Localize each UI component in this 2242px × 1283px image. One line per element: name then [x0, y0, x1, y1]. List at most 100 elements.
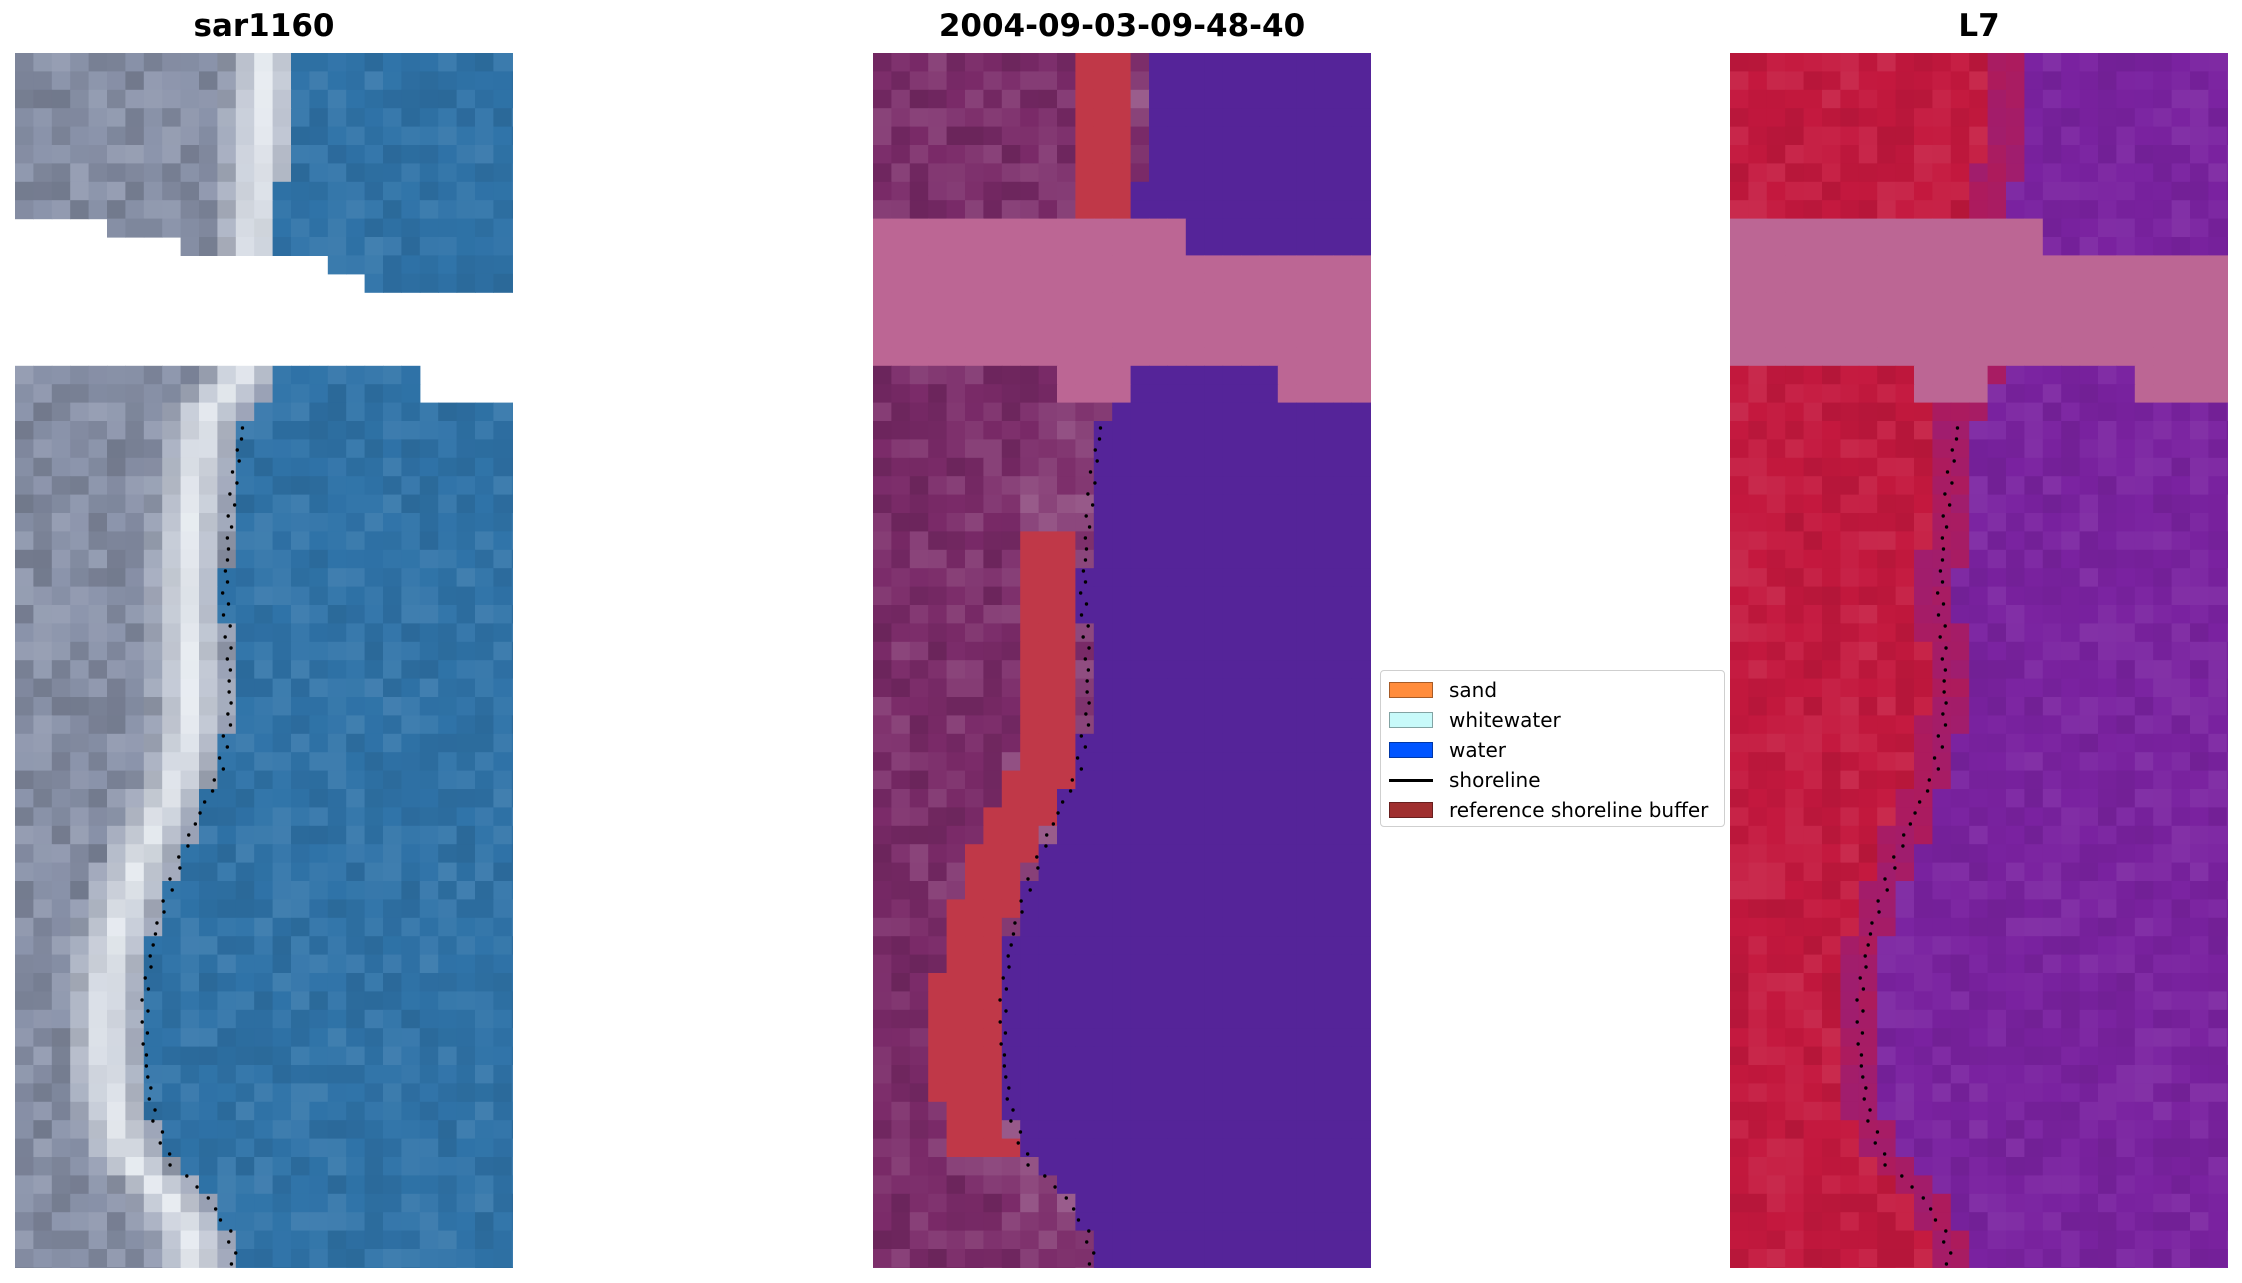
pixel-cell — [2006, 733, 2025, 753]
pixel-cell — [327, 365, 347, 385]
pixel-cell — [983, 1138, 1003, 1158]
shoreline-dot — [229, 1262, 234, 1266]
pixel-cell — [383, 181, 402, 201]
shoreline-dot — [1084, 602, 1089, 606]
pixel-cell — [2024, 770, 2044, 790]
pixel-cell — [1950, 384, 1970, 404]
pixel-cell — [2042, 273, 2062, 293]
pixel-cell — [1038, 513, 1058, 532]
pixel-cell — [2171, 605, 2191, 624]
pixel-cell — [383, 531, 402, 551]
shoreline-dot — [1009, 943, 1013, 947]
pixel-cell — [965, 1028, 984, 1048]
pixel-cell — [107, 641, 126, 661]
pixel-cell — [2042, 770, 2062, 790]
pixel-cell — [511, 715, 513, 735]
pixel-cell — [2134, 660, 2154, 680]
pixel-cell — [15, 1249, 34, 1268]
pixel-cell — [1020, 255, 1040, 275]
pixel-cell — [873, 181, 892, 201]
pixel-cell — [33, 181, 53, 201]
pixel-cell — [272, 862, 292, 882]
pixel-cell — [235, 71, 255, 91]
pixel-cell — [254, 862, 274, 882]
pixel-cell — [309, 881, 329, 900]
pixel-cell — [1969, 365, 1989, 385]
pixel-cell — [364, 1267, 384, 1268]
pixel-cell — [1748, 200, 1768, 220]
pixel-cell — [1204, 991, 1224, 1011]
pixel-cell — [272, 108, 292, 128]
pixel-cell — [2153, 329, 2173, 348]
pixel-cell — [1858, 457, 1878, 477]
pixel-cell — [1112, 1009, 1132, 1029]
pixel-cell — [475, 1138, 494, 1158]
pixel-cell — [1057, 770, 1076, 790]
pixel-cell — [928, 1193, 948, 1213]
pixel-cell — [2226, 549, 2228, 569]
pixel-cell — [2098, 200, 2117, 220]
pixel-cell — [2024, 715, 2044, 735]
pixel-cell — [1333, 549, 1352, 569]
pixel-cell — [946, 89, 966, 109]
pixel-cell — [2190, 365, 2209, 385]
pixel-cell — [1333, 237, 1352, 256]
pixel-cell — [364, 439, 384, 459]
pixel-cell — [511, 881, 513, 900]
pixel-cell — [419, 1120, 439, 1140]
pixel-cell — [965, 973, 984, 992]
pixel-cell — [909, 770, 929, 790]
pixel-cell — [873, 457, 892, 477]
pixel-cell — [1057, 1046, 1076, 1066]
pixel-cell — [928, 660, 948, 680]
pixel-cell — [217, 494, 237, 514]
pixel-cell — [1296, 384, 1316, 404]
pixel-cell — [1333, 476, 1352, 496]
pixel-cell — [946, 1157, 966, 1176]
pixel-cell — [2116, 457, 2136, 477]
pixel-cell — [983, 954, 1003, 974]
pixel-cell — [2006, 568, 2025, 588]
pixel-cell — [1241, 1267, 1260, 1268]
pixel-cell — [70, 457, 90, 477]
pixel-cell — [1822, 678, 1841, 698]
pixel-cell — [1001, 457, 1021, 477]
pixel-cell — [327, 108, 347, 128]
pixel-cell — [1057, 1138, 1076, 1158]
pixel-cell — [125, 899, 145, 919]
pixel-cell — [928, 789, 948, 808]
pixel-cell — [1351, 273, 1371, 293]
pixel-cell — [180, 881, 200, 900]
pixel-cell — [1822, 697, 1841, 716]
pixel-cell — [946, 1046, 966, 1066]
pixel-cell — [983, 1212, 1003, 1232]
pixel-cell — [511, 457, 513, 477]
pixel-cell — [125, 568, 145, 588]
pixel-cell — [143, 715, 163, 735]
pixel-cell — [928, 752, 948, 772]
pixel-cell — [1167, 421, 1187, 440]
shoreline-dot — [218, 1218, 223, 1222]
pixel-cell — [217, 1138, 237, 1158]
pixel-cell — [1277, 1267, 1297, 1268]
shoreline-dot — [226, 547, 231, 551]
pixel-cell — [1914, 292, 1933, 312]
pixel-cell — [1259, 697, 1279, 716]
pixel-cell — [511, 973, 513, 992]
pixel-cell — [1277, 623, 1297, 643]
pixel-cell — [107, 126, 126, 146]
pixel-cell — [235, 605, 255, 624]
pixel-cell — [235, 715, 255, 735]
pixel-cell — [2116, 678, 2136, 698]
pixel-cell — [2153, 108, 2173, 128]
pixel-cell — [1333, 770, 1352, 790]
pixel-cell — [1149, 476, 1168, 496]
pixel-cell — [1914, 476, 1933, 496]
pixel-cell — [401, 89, 421, 109]
pixel-cell — [51, 531, 71, 551]
pixel-cell — [2006, 71, 2025, 91]
pixel-cell — [1057, 1249, 1076, 1268]
pixel-cell — [1877, 513, 1897, 532]
pixel-cell — [346, 697, 366, 716]
pixel-cell — [199, 881, 218, 900]
